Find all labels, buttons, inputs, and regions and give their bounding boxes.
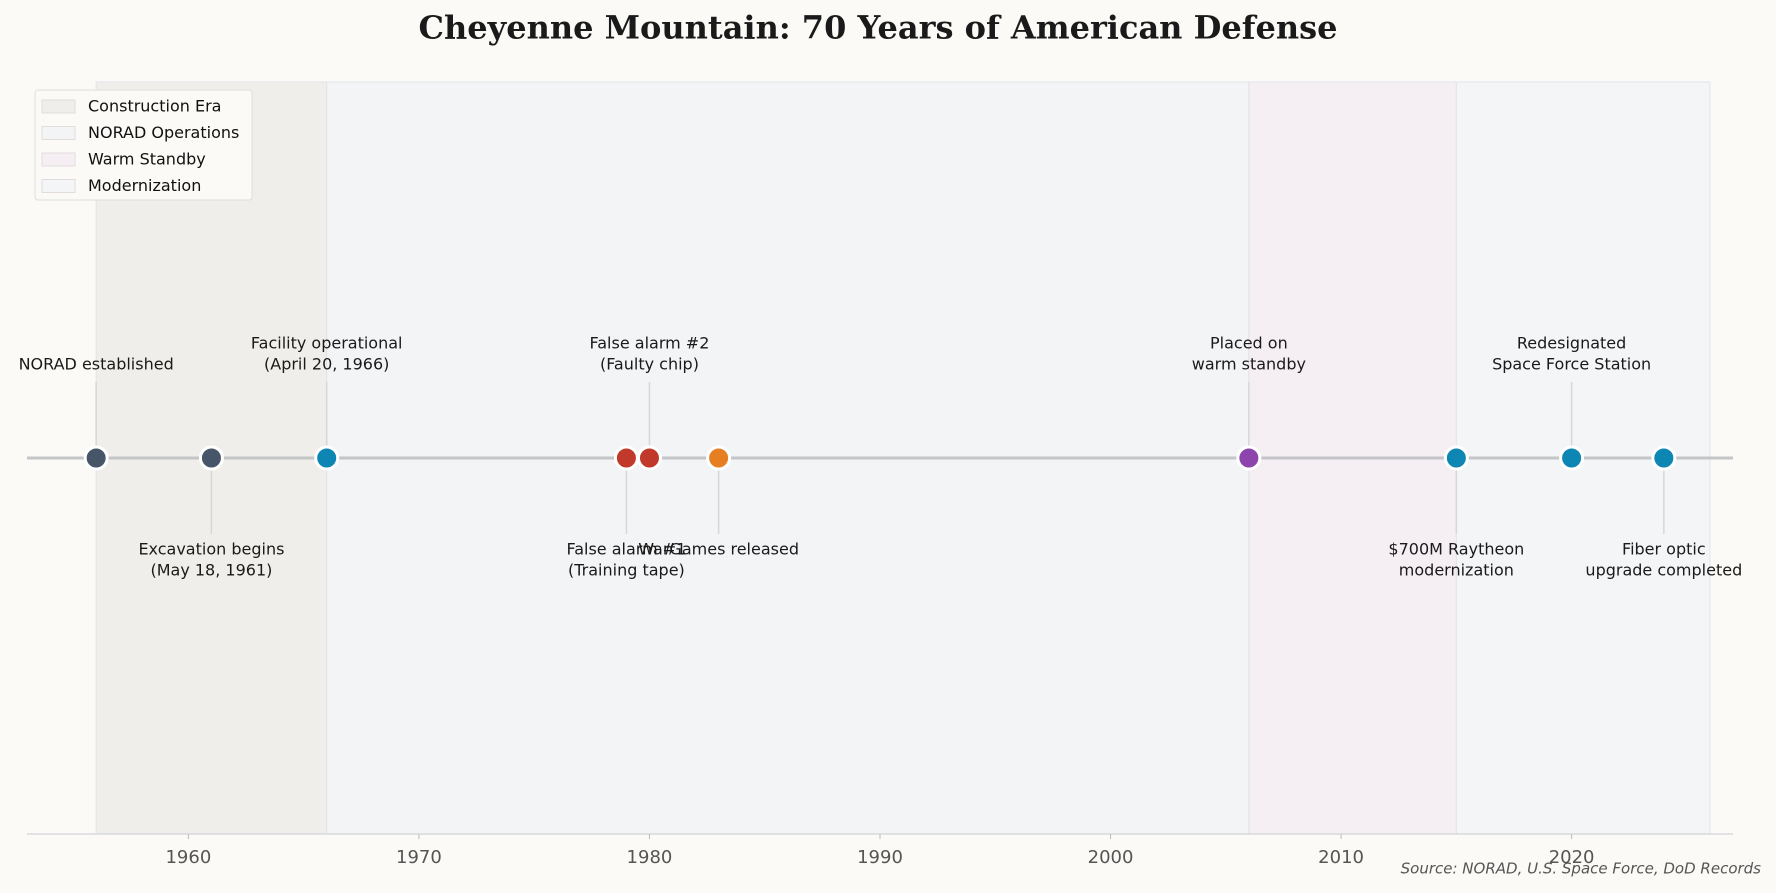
legend-label: Warm Standby xyxy=(88,150,206,169)
event-label: Excavation begins xyxy=(138,540,284,559)
event-marker xyxy=(706,445,732,471)
event-label: warm standby xyxy=(1192,355,1306,374)
event-label: Facility operational xyxy=(251,334,403,353)
legend-label: Modernization xyxy=(88,176,201,195)
event-label: $700M Raytheon xyxy=(1388,540,1524,559)
legend-swatch xyxy=(41,126,76,140)
x-tick-label: 1990 xyxy=(857,847,903,868)
event-label: modernization xyxy=(1399,561,1514,580)
event-label: False alarm #1 xyxy=(566,540,686,559)
legend-label: Construction Era xyxy=(88,97,221,116)
event-marker xyxy=(1651,445,1677,471)
legend-swatch xyxy=(41,179,76,193)
event-marker xyxy=(1236,445,1262,471)
x-tick-label: 1970 xyxy=(396,847,442,868)
x-tick-label: 1980 xyxy=(627,847,673,868)
x-tick-label: 2020 xyxy=(1549,847,1595,868)
x-tick-label: 2000 xyxy=(1088,847,1134,868)
event-label: Space Force Station xyxy=(1492,355,1651,374)
x-tick-label: 1960 xyxy=(165,847,211,868)
event-label: False alarm #2 xyxy=(590,334,710,353)
legend-swatch xyxy=(41,99,76,114)
x-tick-label: 2010 xyxy=(1318,847,1364,868)
event-marker xyxy=(1443,445,1469,471)
event-label: Placed on xyxy=(1210,334,1288,353)
event-label: (Faulty chip) xyxy=(600,355,699,374)
event-label: Fiber optic xyxy=(1622,540,1706,559)
event-marker xyxy=(613,445,639,471)
event-label: upgrade completed xyxy=(1585,561,1742,580)
event-label: WarGames released xyxy=(638,540,799,559)
event-label: (April 20, 1966) xyxy=(264,355,389,374)
event-label: (Training tape) xyxy=(568,561,685,580)
event-label: (May 18, 1961) xyxy=(150,561,272,580)
event-label: Redesignated xyxy=(1517,334,1626,353)
event-marker xyxy=(314,445,340,471)
legend-box xyxy=(34,89,253,201)
legend-swatch xyxy=(41,152,76,167)
event-marker xyxy=(198,445,224,471)
event-marker xyxy=(636,445,662,471)
chart-title: Cheyenne Mountain: 70 Years of American … xyxy=(419,9,1338,47)
legend-label: NORAD Operations xyxy=(88,123,239,142)
source-note: Source: NORAD, U.S. Space Force, DoD Rec… xyxy=(1401,860,1762,878)
event-marker xyxy=(83,445,109,471)
event-label: NORAD established xyxy=(19,355,174,374)
event-marker xyxy=(1559,445,1585,471)
